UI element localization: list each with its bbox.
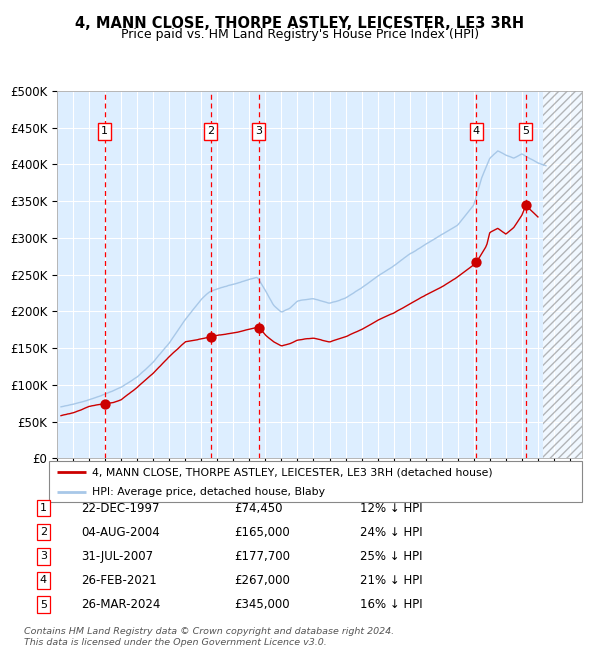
- Point: [472, 257, 481, 267]
- Text: £267,000: £267,000: [234, 574, 290, 587]
- Point: [206, 332, 215, 343]
- Text: 26-MAR-2024: 26-MAR-2024: [81, 598, 160, 611]
- Text: £177,700: £177,700: [234, 550, 290, 563]
- Text: 4, MANN CLOSE, THORPE ASTLEY, LEICESTER, LE3 3RH (detached house): 4, MANN CLOSE, THORPE ASTLEY, LEICESTER,…: [92, 467, 493, 477]
- Text: Contains HM Land Registry data © Crown copyright and database right 2024.
This d: Contains HM Land Registry data © Crown c…: [24, 627, 394, 647]
- Text: 25% ↓ HPI: 25% ↓ HPI: [360, 550, 422, 563]
- Text: 04-AUG-2004: 04-AUG-2004: [81, 526, 160, 539]
- Point: [100, 398, 110, 409]
- Text: 26-FEB-2021: 26-FEB-2021: [81, 574, 157, 587]
- Text: 5: 5: [40, 599, 47, 610]
- FancyBboxPatch shape: [49, 462, 582, 502]
- Text: 1: 1: [101, 126, 108, 136]
- Text: 3: 3: [40, 551, 47, 562]
- Text: 21% ↓ HPI: 21% ↓ HPI: [360, 574, 422, 587]
- Text: 31-JUL-2007: 31-JUL-2007: [81, 550, 153, 563]
- Text: 16% ↓ HPI: 16% ↓ HPI: [360, 598, 422, 611]
- Text: 24% ↓ HPI: 24% ↓ HPI: [360, 526, 422, 539]
- Text: 22-DEC-1997: 22-DEC-1997: [81, 502, 160, 515]
- Text: 5: 5: [522, 126, 529, 136]
- Text: £74,450: £74,450: [234, 502, 283, 515]
- Point: [254, 322, 263, 333]
- Text: £165,000: £165,000: [234, 526, 290, 539]
- Text: 4, MANN CLOSE, THORPE ASTLEY, LEICESTER, LE3 3RH: 4, MANN CLOSE, THORPE ASTLEY, LEICESTER,…: [76, 16, 524, 31]
- Text: HPI: Average price, detached house, Blaby: HPI: Average price, detached house, Blab…: [92, 487, 325, 497]
- Text: 3: 3: [255, 126, 262, 136]
- Text: 4: 4: [473, 126, 480, 136]
- Bar: [543, 91, 582, 458]
- Point: [521, 200, 530, 210]
- Text: 12% ↓ HPI: 12% ↓ HPI: [360, 502, 422, 515]
- Text: £345,000: £345,000: [234, 598, 290, 611]
- Text: 2: 2: [40, 527, 47, 538]
- Text: 2: 2: [207, 126, 214, 136]
- Text: Price paid vs. HM Land Registry's House Price Index (HPI): Price paid vs. HM Land Registry's House …: [121, 28, 479, 41]
- Text: 1: 1: [40, 503, 47, 514]
- Text: 4: 4: [40, 575, 47, 586]
